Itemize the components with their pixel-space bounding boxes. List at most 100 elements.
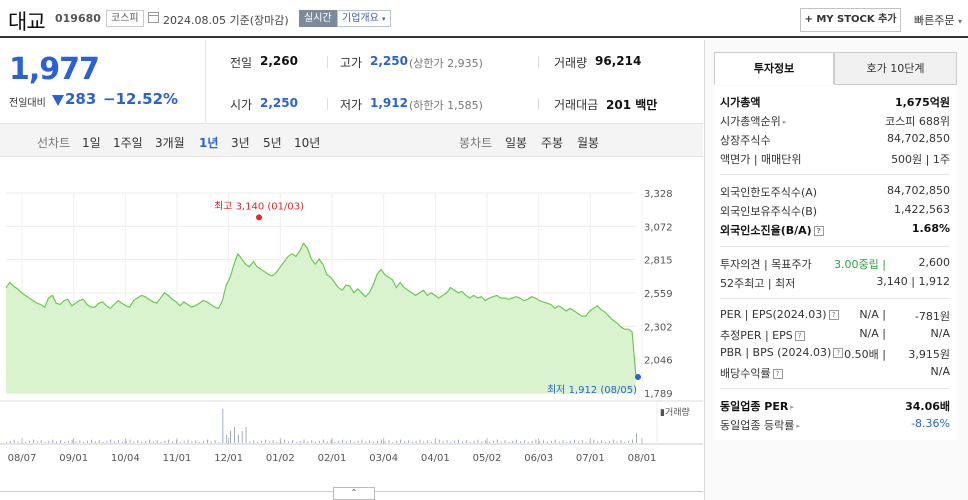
- info-row-label: 외국인소진율(B/A)?: [720, 222, 824, 238]
- collapse-button[interactable]: ⌃: [333, 487, 375, 500]
- period-1d[interactable]: 1일: [82, 136, 101, 150]
- volume-bar: [605, 442, 606, 443]
- add-mystock-button[interactable]: + MY STOCK 추가: [800, 8, 901, 32]
- prev-close-value: 2,260: [260, 54, 298, 68]
- info-row: PER | EPS(2024.03)? N/A | -781원: [720, 308, 950, 326]
- help-icon[interactable]: ?: [813, 226, 824, 236]
- x-tick-label: 05/02: [473, 453, 502, 464]
- chevron-right-icon: ▸: [782, 118, 787, 126]
- volume-bar: [446, 440, 448, 443]
- info-row-label: 액면가 | 매매단위: [720, 153, 802, 166]
- tab-investment-info[interactable]: 투자정보: [714, 52, 834, 85]
- candle-weekly[interactable]: 주봉: [541, 136, 564, 150]
- period-10y[interactable]: 10년: [294, 136, 321, 150]
- volume-bar: [462, 441, 463, 443]
- info-row-value: -8.36%: [911, 417, 950, 430]
- candle-daily[interactable]: 일봉: [505, 136, 528, 150]
- volume-bar: [299, 440, 301, 443]
- period-1y[interactable]: 1년: [199, 136, 219, 150]
- stock-name[interactable]: 대교: [8, 10, 46, 34]
- volume-bar: [237, 435, 239, 443]
- volume-bar: [29, 440, 30, 443]
- x-tick-label: 07/01: [576, 453, 605, 464]
- help-icon[interactable]: ?: [833, 348, 844, 358]
- help-icon[interactable]: ?: [828, 310, 839, 320]
- info-row-label[interactable]: 동일업종 등락률 ▸: [720, 419, 800, 432]
- info-row: 외국인보유주식수(B) 1,422,563: [720, 203, 950, 221]
- volume-bar: [365, 441, 367, 443]
- info-row-label: 외국인한도주식수(A): [720, 186, 818, 199]
- info-row-label: 시가총액: [720, 96, 761, 109]
- date-text: 2024.08.05 기준(장마감): [163, 14, 289, 27]
- company-overview-dropdown[interactable]: 기업개요 ▾: [337, 10, 391, 27]
- low-label: 최저 1,912 (08/05): [547, 384, 637, 396]
- period-5y[interactable]: 5년: [263, 136, 282, 150]
- volume-bar: [384, 441, 386, 443]
- help-icon[interactable]: ?: [794, 331, 805, 341]
- volume-bar: [91, 439, 92, 443]
- quick-order-button[interactable]: 빠른주문 ▾: [914, 12, 962, 28]
- volume-bar: [450, 442, 452, 443]
- volume-bar: [288, 441, 289, 443]
- divider: [538, 98, 539, 110]
- volume-bar: [334, 442, 336, 443]
- help-icon[interactable]: ?: [772, 369, 783, 379]
- volume-bar: [581, 440, 583, 443]
- volume-bar: [377, 440, 378, 443]
- volume-bar: [315, 442, 317, 443]
- volume-bar: [176, 440, 177, 443]
- volume-bar: [210, 441, 212, 443]
- info-row-value: N/A: [930, 365, 950, 378]
- volume-bar: [527, 442, 529, 443]
- candle-monthly[interactable]: 월봉: [577, 136, 600, 150]
- volume-bar: [40, 440, 42, 443]
- price-change-percent: −12.52%: [103, 90, 179, 108]
- volume-bar: [303, 439, 305, 443]
- tab-orderbook[interactable]: 호가 10단계: [834, 52, 957, 85]
- info-row-label[interactable]: 시가총액순위 ▸: [720, 115, 787, 128]
- volume-bar: [620, 440, 622, 443]
- volume-bar: [36, 441, 38, 443]
- high-marker: [256, 214, 262, 221]
- volume-bar: [597, 441, 599, 443]
- volume-bar: [234, 427, 235, 443]
- amount-value: 201 백만: [606, 98, 658, 112]
- price-line: [5, 242, 637, 378]
- info-row-value: N/A |: [859, 327, 886, 340]
- volume-bar: [481, 441, 483, 443]
- low-label: 저가: [340, 98, 363, 112]
- x-tick-label: 10/04: [111, 453, 140, 464]
- volume-bar: [616, 441, 618, 443]
- volume-bar: [195, 440, 197, 443]
- volume-bar: [632, 439, 633, 443]
- volume-bar: [523, 440, 525, 443]
- volume-bar: [361, 439, 363, 443]
- volume-bar: [63, 442, 65, 443]
- info-row-label: 외국인보유주식수(B): [720, 205, 818, 218]
- volume-bar: [566, 442, 568, 443]
- volume-bar: [543, 440, 545, 443]
- volume-bar: [17, 441, 19, 443]
- current-price: 1,977: [9, 52, 100, 87]
- volume-bar: [149, 439, 150, 443]
- x-tick-label: 11/01: [163, 453, 192, 464]
- volume-bar: [380, 439, 382, 443]
- price-change: 283: [65, 90, 97, 108]
- volume-bar: [44, 442, 46, 443]
- period-3y[interactable]: 3년: [231, 136, 250, 150]
- volume-bar: [222, 409, 224, 443]
- volume-bar: [326, 441, 328, 443]
- open-label: 시가: [230, 98, 253, 112]
- info-row-label: 투자의견 | 목표주가: [720, 258, 812, 271]
- volume-bar: [52, 439, 54, 443]
- period-1w[interactable]: 1주일: [113, 136, 143, 150]
- price-chart[interactable]: 3,328 3,072 2,815 2,559 2,302 2,046 1,789 최고 3…: [0, 160, 703, 500]
- volume-bar: [369, 440, 371, 443]
- realtime-tag[interactable]: 실시간: [299, 10, 337, 27]
- volume-bar: [94, 441, 96, 443]
- volume-bar: [203, 440, 204, 443]
- period-3m[interactable]: 3개월: [155, 136, 185, 150]
- info-row-label[interactable]: 동일업종 PER ▸: [720, 400, 794, 413]
- volume-bars: ▮거래량: [6, 406, 690, 443]
